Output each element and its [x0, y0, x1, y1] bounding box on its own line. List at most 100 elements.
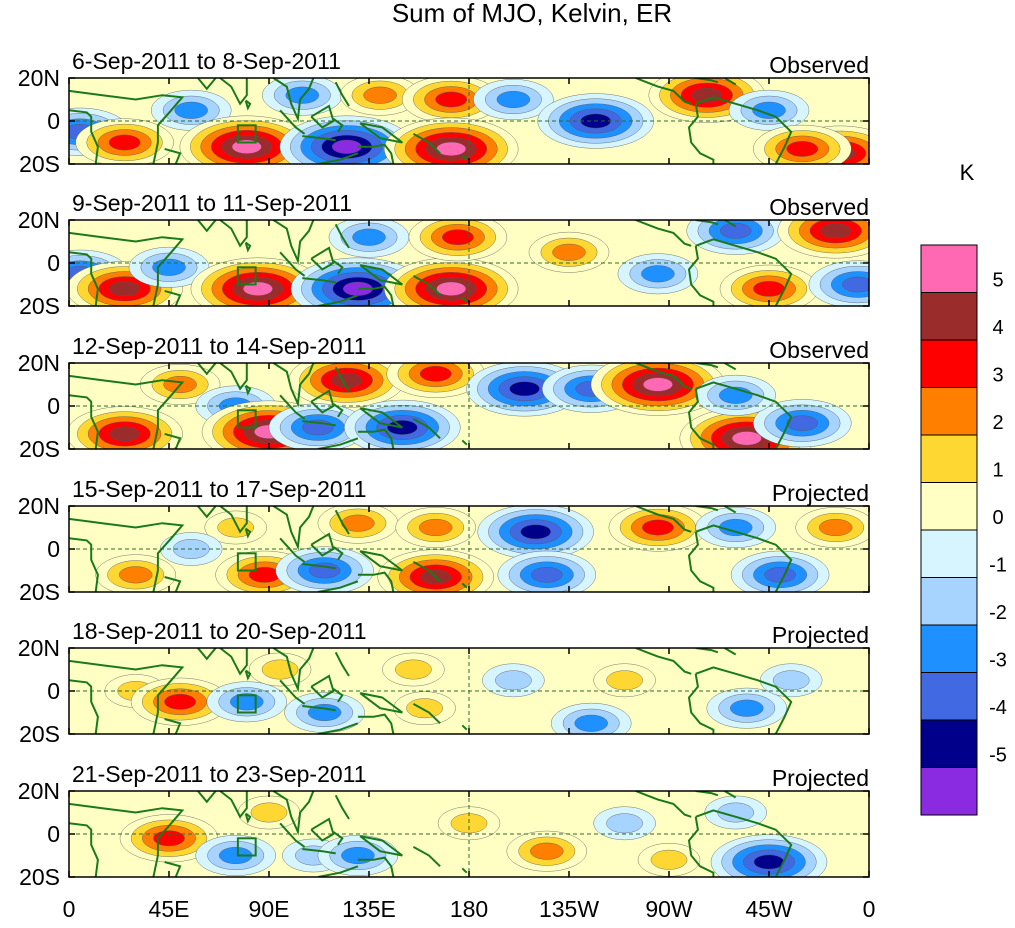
contour-level [419, 365, 452, 382]
coastline [687, 531, 715, 592]
contour-level [574, 714, 608, 732]
coastline [69, 109, 99, 164]
y-tick-label: 20N [18, 493, 60, 519]
coastline [69, 537, 99, 592]
coastline [359, 835, 403, 857]
x-tick-label: 45W [745, 896, 793, 922]
anomaly-blob [128, 246, 210, 288]
coastline [69, 822, 99, 877]
colorbar-swatch [920, 529, 978, 578]
x-tick-label: 90W [645, 896, 693, 922]
contour-level [419, 519, 453, 537]
anomaly-blob [317, 835, 399, 876]
coastline [302, 420, 336, 427]
coastline [279, 394, 306, 420]
anomaly-field [119, 795, 828, 877]
island-outline [236, 409, 257, 429]
panel-status-label: Projected [772, 622, 869, 648]
coastline [695, 96, 793, 164]
contour-level [786, 415, 819, 432]
island-outline [236, 552, 257, 572]
island-outline [236, 266, 257, 286]
coastline [244, 527, 252, 539]
coastline [357, 571, 395, 592]
colorbar-level-label: 3 [992, 365, 1003, 387]
y-tick-label: 20N [18, 65, 60, 91]
anomaly-blob [808, 260, 869, 306]
coastlines [69, 220, 793, 306]
coastline [461, 439, 468, 446]
anomaly-blob [288, 363, 405, 408]
x-tick-label: 90E [249, 896, 290, 922]
coastline [244, 669, 252, 681]
contour-level [352, 228, 386, 246]
anomaly-blob [637, 843, 701, 877]
contour-level [643, 377, 673, 392]
coastline [219, 78, 248, 106]
contour-level [495, 670, 532, 691]
colorbar-level-label: 1 [992, 460, 1003, 482]
contour-level [250, 802, 288, 823]
contour-level [331, 139, 362, 154]
coastline [317, 152, 359, 164]
contour-level [820, 223, 851, 239]
coastlines [69, 791, 793, 877]
anomaly-blob [190, 257, 326, 306]
coastline [164, 718, 182, 734]
coastline [334, 794, 350, 820]
anomaly-blob [339, 78, 421, 116]
colorbar-swatch [920, 767, 978, 816]
coastline [695, 238, 793, 306]
anomaly-blob [706, 687, 787, 729]
anomaly-blob [204, 510, 267, 545]
x-tick-label: 0 [63, 896, 76, 922]
anomaly-blob [393, 691, 456, 726]
panel-date-range: 12-Sep-2011 to 14-Sep-2011 [72, 333, 367, 359]
coastline [695, 809, 793, 877]
coastline [197, 220, 217, 233]
coastline [317, 580, 359, 592]
coastline [197, 78, 217, 91]
coastline [69, 679, 99, 734]
coastline [687, 245, 715, 306]
colorbar-swatch [920, 624, 978, 673]
anomaly-blob [69, 406, 183, 449]
anomaly-blob [497, 550, 596, 592]
coastline [412, 703, 441, 725]
panel-date-range: 9-Sep-2011 to 11-Sep-2011 [72, 190, 352, 216]
coastline [302, 135, 336, 142]
coastline [724, 220, 737, 228]
anomaly-blob [408, 220, 508, 262]
coastline [310, 674, 335, 699]
coastline [69, 517, 185, 592]
anomaly-blob [695, 374, 776, 416]
colorbar-swatch [920, 339, 978, 388]
coastline [310, 246, 335, 271]
coastlines [69, 363, 793, 449]
anomaly-blob [75, 118, 174, 164]
contour-level [731, 431, 762, 446]
coastline [359, 692, 403, 714]
coastline [724, 648, 737, 656]
coastline [334, 366, 350, 392]
contour-level [764, 567, 796, 583]
coastline [687, 673, 715, 734]
coastline [69, 89, 185, 164]
colorbar-swatch [920, 244, 978, 293]
coastline [317, 294, 359, 306]
contour-level [650, 849, 688, 870]
coastline [164, 861, 182, 877]
colorbar: K 5 4 3 2 1 0 -1 -2 -3 -4 -5 [920, 160, 1007, 816]
coastline [219, 648, 248, 676]
coastline [359, 407, 403, 429]
colorbar-swatch [920, 672, 978, 721]
contour-level [450, 813, 488, 834]
colorbar-level-label: -5 [989, 745, 1007, 767]
panel-date-range: 18-Sep-2011 to 20-Sep-2011 [72, 618, 367, 644]
map-panel: 20N 0 20S 21-Sep-2011 to 23-Sep-2011 Project… [18, 761, 870, 890]
anomaly-blob [593, 806, 656, 841]
contour-level [552, 243, 586, 261]
contour-level [641, 265, 675, 283]
panel-date-range: 6-Sep-2011 to 8-Sep-2011 [72, 48, 341, 74]
coastline [334, 509, 350, 535]
